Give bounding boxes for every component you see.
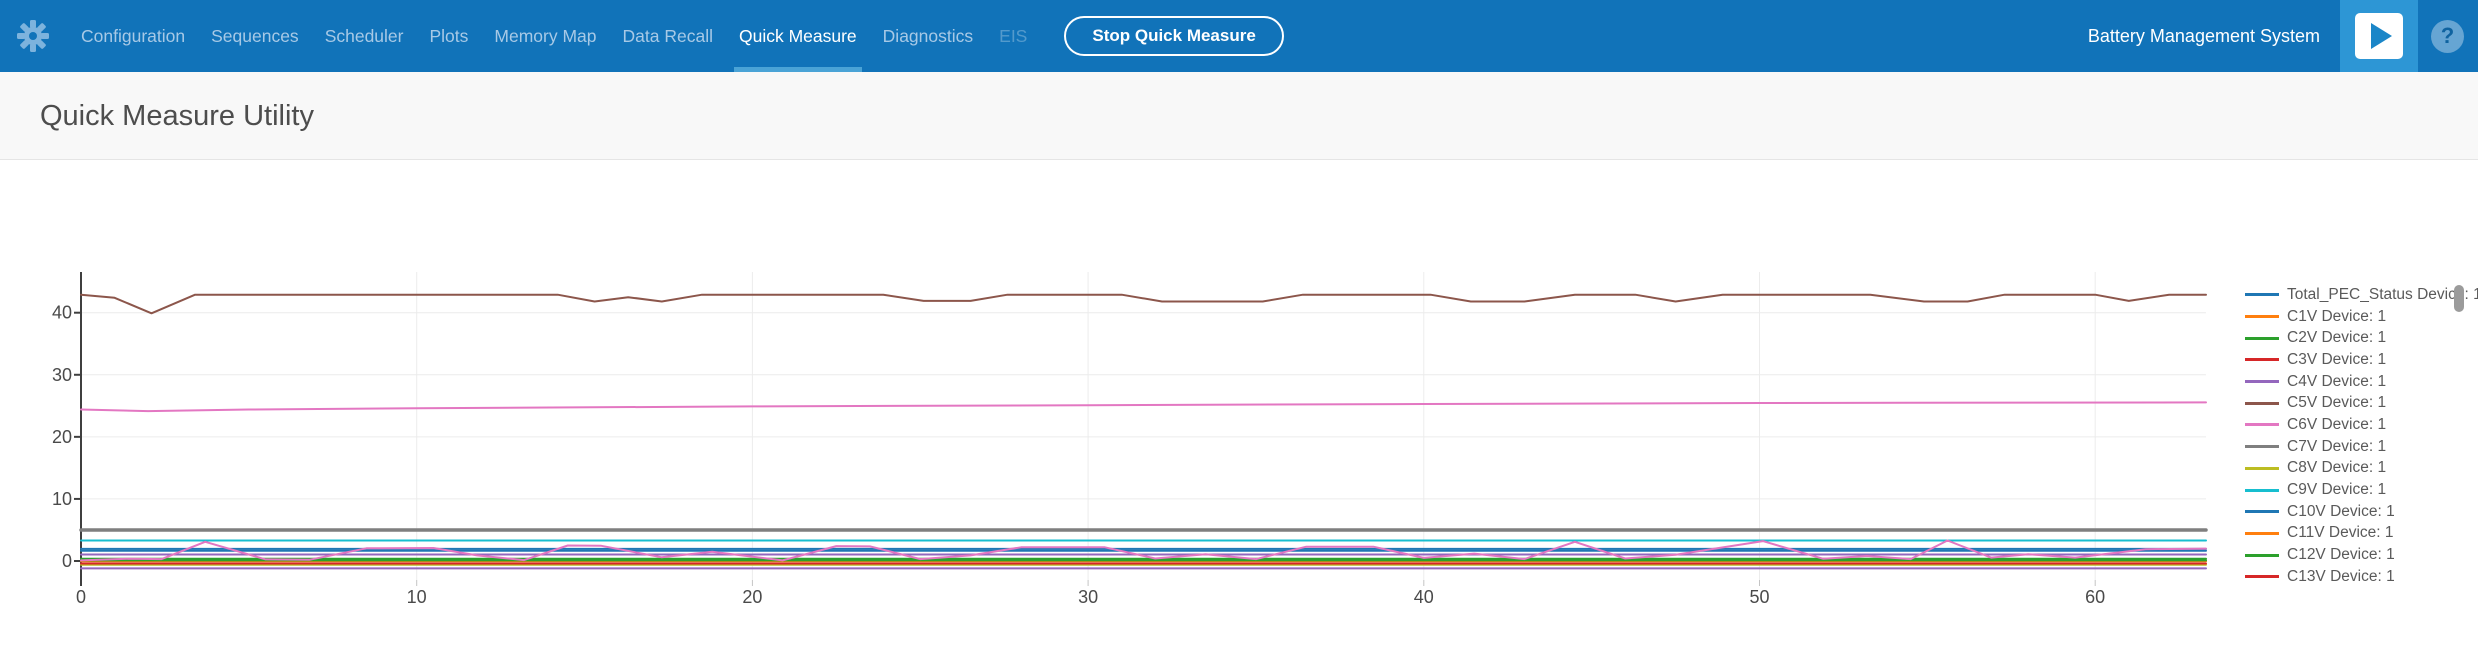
- app-title: Battery Management System: [2087, 25, 2320, 46]
- help-icon[interactable]: ?: [2431, 19, 2464, 53]
- legend-item-c7v-device-1[interactable]: C7V Device: 1: [2245, 436, 2457, 458]
- legend-swatch: [2245, 488, 2279, 492]
- series-line-unlabeled-pink-oscillating-series: [80, 539, 2207, 562]
- gear-icon[interactable]: [16, 19, 50, 53]
- legend-label: Total_PEC_Status Device: 1: [2287, 285, 2478, 303]
- page-header: Quick Measure Utility: [0, 72, 2478, 160]
- y-tick-label: 20: [52, 427, 72, 447]
- nav-menu: Configuration Sequences Scheduler Plots Memo…: [68, 0, 1040, 72]
- nav-item-memory-map[interactable]: Memory Map: [494, 25, 597, 46]
- legend-item-c2v-device-1[interactable]: C2V Device: 1: [2245, 327, 2457, 349]
- stop-quick-measure-button[interactable]: Stop Quick Measure: [1064, 16, 1284, 56]
- legend-label: C11V Device: 1: [2287, 524, 2394, 542]
- run-button[interactable]: [2340, 0, 2418, 72]
- legend-label: C13V Device: 1: [2287, 567, 2395, 585]
- legend-swatch: [2245, 358, 2279, 362]
- legend-swatch: [2245, 553, 2279, 557]
- legend-item-c12v-device-1[interactable]: C12V Device: 1: [2245, 544, 2457, 566]
- x-tick-label: 50: [1749, 587, 1769, 607]
- nav-item-sequences[interactable]: Sequences: [211, 25, 299, 46]
- play-icon: [2355, 13, 2403, 59]
- y-tick-label: 40: [52, 303, 72, 323]
- nav-item-data-recall[interactable]: Data Recall: [622, 25, 713, 46]
- legend-swatch: [2245, 380, 2279, 384]
- legend-item-c5v-device-1[interactable]: C5V Device: 1: [2245, 392, 2457, 414]
- legend-swatch: [2245, 531, 2279, 535]
- legend-label: C7V Device: 1: [2287, 437, 2387, 455]
- nav-item-configuration[interactable]: Configuration: [81, 25, 186, 46]
- legend-item-c4v-device-1[interactable]: C4V Device: 1: [2245, 371, 2457, 393]
- legend-item-c3v-device-1[interactable]: C3V Device: 1: [2245, 349, 2457, 371]
- legend-swatch: [2245, 466, 2279, 470]
- chart-legend: Total_PEC_Status Device: 1 C1V Device: 1 C…: [2245, 284, 2478, 588]
- quick-measure-chart: 0 10 20 30 40 50 60 0 10 20 30 40: [0, 160, 2478, 650]
- legend-swatch: [2245, 575, 2279, 579]
- legend-item-c9v-device-1[interactable]: C9V Device: 1: [2245, 479, 2457, 501]
- legend-label: C10V Device: 1: [2287, 502, 2395, 520]
- x-tick-label: 40: [1414, 587, 1434, 607]
- top-navbar: Configuration Sequences Scheduler Plots Memo…: [0, 0, 2478, 72]
- legend-swatch: [2245, 445, 2279, 449]
- y-tick-label: 30: [52, 365, 72, 385]
- legend-swatch: [2245, 423, 2279, 427]
- legend-item-c11v-device-1[interactable]: C11V Device: 1: [2245, 523, 2457, 545]
- legend-item-c1v-device-1[interactable]: C1V Device: 1: [2245, 306, 2457, 328]
- legend-label: C6V Device: 1: [2287, 415, 2387, 433]
- series-line-c6v-device-1: [80, 401, 2207, 413]
- legend-item-total-pec-status-device-1[interactable]: Total_PEC_Status Device: 1: [2245, 284, 2478, 306]
- legend-item-c10v-device-1[interactable]: C10V Device: 1: [2245, 501, 2457, 523]
- legend-item-c6v-device-1[interactable]: C6V Device: 1: [2245, 414, 2457, 436]
- chart-canvas: 0 10 20 30 40 50 60 0 10 20 30 40: [52, 272, 2208, 607]
- legend-scrollbar-thumb[interactable]: [2454, 285, 2464, 312]
- y-tick-label: 0: [62, 551, 72, 571]
- x-tick-label: 30: [1078, 587, 1098, 607]
- y-tick-label: 10: [52, 489, 72, 509]
- legend-swatch: [2245, 315, 2279, 319]
- nav-item-scheduler[interactable]: Scheduler: [324, 25, 404, 46]
- legend-swatch: [2245, 401, 2279, 405]
- nav-item-quick-measure[interactable]: Quick Measure: [726, 0, 870, 72]
- legend-label: C3V Device: 1: [2287, 350, 2387, 368]
- legend-label: C9V Device: 1: [2287, 481, 2387, 499]
- nav-item-eis[interactable]: EIS: [999, 25, 1028, 46]
- legend-label: C12V Device: 1: [2287, 546, 2395, 564]
- series-line-c5v-device-1: [80, 293, 2207, 315]
- x-tick-label: 0: [76, 587, 86, 607]
- page-title: Quick Measure Utility: [40, 100, 314, 132]
- nav-item-plots[interactable]: Plots: [429, 25, 469, 46]
- legend-label: C4V Device: 1: [2287, 372, 2387, 390]
- x-tick-label: 10: [407, 587, 427, 607]
- legend-swatch: [2245, 336, 2279, 340]
- legend-item-c13v-device-1[interactable]: C13V Device: 1: [2245, 566, 2457, 588]
- legend-label: C8V Device: 1: [2287, 459, 2387, 477]
- legend-item-c8v-device-1[interactable]: C8V Device: 1: [2245, 458, 2457, 480]
- legend-swatch: [2245, 510, 2279, 514]
- legend-label: C2V Device: 1: [2287, 329, 2387, 347]
- x-tick-label: 60: [2085, 587, 2105, 607]
- nav-item-diagnostics[interactable]: Diagnostics: [882, 25, 974, 46]
- legend-label: C5V Device: 1: [2287, 394, 2387, 412]
- legend-label: C1V Device: 1: [2287, 307, 2387, 325]
- legend-swatch: [2245, 293, 2279, 297]
- x-tick-label: 20: [742, 587, 762, 607]
